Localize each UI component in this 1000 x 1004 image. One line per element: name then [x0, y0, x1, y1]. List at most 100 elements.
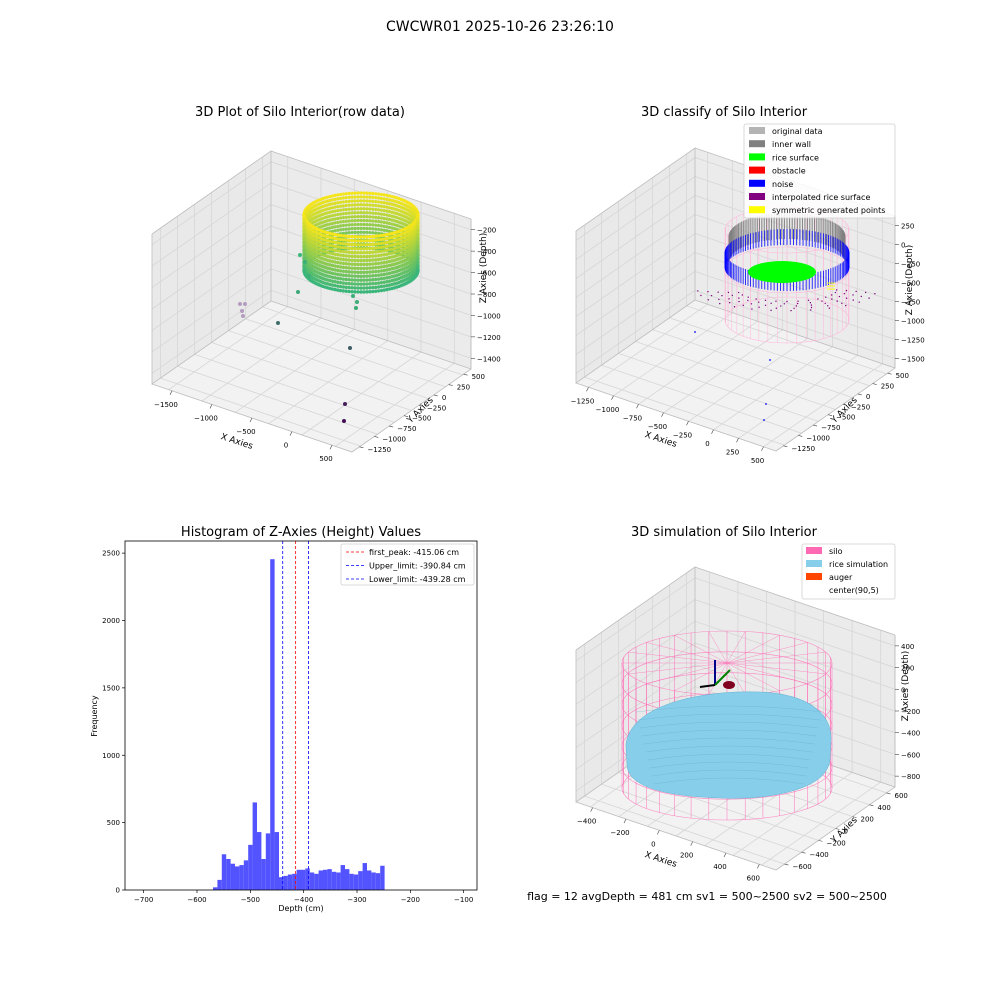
- raw-3d-point: [390, 255, 394, 259]
- raw-3d-point: [374, 262, 378, 266]
- raw-3d-point: [387, 251, 392, 256]
- raw-3d-point: [341, 212, 345, 216]
- raw-3d-points: [238, 191, 420, 423]
- raw-3d-point: [390, 247, 394, 251]
- simulation-3d-rice-mesh: [637, 713, 821, 721]
- raw-3d-point: [362, 203, 366, 207]
- classify-3d-title: 3D classify of Silo Interior: [641, 105, 808, 120]
- simulation-3d-silo-spoke: [646, 642, 728, 664]
- classify-3d-interp-point: [810, 304, 813, 306]
- raw-3d-point: [356, 278, 360, 282]
- raw-3d-point: [365, 266, 369, 271]
- raw-3d-point: [387, 210, 392, 214]
- raw-3d-point: [376, 265, 381, 270]
- raw-3d-point: [333, 252, 337, 256]
- raw-3d-point: [344, 223, 348, 227]
- raw-3d-point: [307, 274, 311, 278]
- histogram-bar: [261, 859, 266, 890]
- raw-3d-point: [374, 269, 378, 274]
- histogram-bar: [217, 879, 222, 890]
- raw-3d-point: [374, 281, 378, 286]
- raw-3d-point: [365, 270, 369, 274]
- raw-3d-xtick-mark: [289, 431, 293, 436]
- raw-3d-point: [362, 254, 366, 259]
- histogram-xtick-label: −600: [187, 896, 206, 904]
- raw-3d-point: [344, 262, 348, 266]
- raw-3d-point: [382, 197, 386, 201]
- raw-3d-point: [336, 228, 340, 232]
- classify-3d-ytick-mark: [798, 435, 803, 437]
- histogram-legend-label: Lower_limit: -439.28 cm: [369, 575, 466, 584]
- raw-3d-point: [356, 215, 360, 219]
- histogram-bar: [327, 869, 332, 890]
- classify-3d-interp-point: [786, 300, 788, 303]
- raw-3d-point: [359, 274, 363, 278]
- classify-3d-interp-point: [855, 290, 857, 293]
- raw-3d-point: [354, 306, 358, 310]
- simulation-3d-ytick-mark: [818, 840, 823, 842]
- raw-3d-point: [362, 243, 366, 247]
- classify-3d-interp-point: [868, 297, 870, 299]
- raw-3d-point: [344, 273, 348, 278]
- raw-3d-point: [344, 192, 348, 196]
- classify-3d-interp-point: [797, 300, 799, 302]
- classify-3d-interp-point: [727, 291, 730, 294]
- raw-3d-point: [376, 253, 381, 258]
- classify-3d-interp-point: [858, 301, 860, 303]
- raw-3d-point: [374, 246, 378, 250]
- status-line: flag = 12 avgDepth = 481 cm sv1 = 500~25…: [527, 890, 887, 903]
- raw-3d-point: [302, 232, 306, 237]
- raw-3d-point: [359, 195, 363, 199]
- raw-3d-point: [368, 227, 372, 231]
- raw-3d-point: [344, 196, 348, 200]
- raw-3d-point: [353, 222, 357, 227]
- raw-3d-ztick-label: −600: [477, 270, 496, 278]
- raw-3d-point: [344, 285, 348, 290]
- classify-3d-interp-point: [831, 298, 833, 300]
- classify-3d-legend-label: rice surface: [772, 153, 819, 162]
- raw-3d-point: [374, 265, 378, 270]
- raw-3d-point: [336, 260, 340, 265]
- classify-3d-xtick-mark: [611, 395, 614, 400]
- histogram-bar: [270, 559, 275, 890]
- raw-3d-point: [302, 264, 306, 268]
- raw-3d-point: [347, 281, 351, 286]
- raw-3d-point: [379, 208, 384, 212]
- raw-3d-point: [382, 253, 386, 257]
- raw-3d-point: [328, 198, 332, 203]
- raw-3d-point: [379, 212, 384, 216]
- classify-3d-ztick-label: −750: [901, 299, 920, 307]
- raw-3d-point: [371, 266, 375, 270]
- classify-3d-interp-point: [810, 309, 812, 311]
- raw-3d-point: [353, 262, 357, 267]
- raw-3d-point: [368, 246, 372, 251]
- raw-3d-point: [333, 197, 337, 201]
- histogram-title: Histogram of Z-Axies (Height) Values: [181, 525, 421, 540]
- raw-3d-point: [336, 233, 340, 237]
- classify-3d-interp-point: [775, 307, 778, 309]
- raw-3d-point: [338, 233, 343, 238]
- simulation-3d-xtick-mark: [623, 818, 627, 824]
- classify-3d-ticks: −1250−1000−750−500−25002505005002500−250…: [571, 223, 925, 465]
- classify-3d-legend-frame: [743, 123, 896, 219]
- raw-3d-point: [356, 254, 360, 259]
- raw-3d-point: [333, 240, 337, 245]
- classify-3d-interp-point: [755, 298, 757, 300]
- raw-3d-point: [374, 234, 378, 238]
- classify-3d-ztick-label: −1250: [901, 337, 925, 345]
- simulation-3d-silo-spoke: [726, 635, 780, 664]
- classify-3d-ytick-mark: [827, 414, 833, 416]
- raw-3d-point: [368, 274, 372, 278]
- classify-3d-interp-point: [874, 292, 876, 295]
- raw-3d-point: [336, 241, 340, 245]
- raw-3d-point: [374, 227, 378, 231]
- raw-3d-point: [336, 205, 340, 209]
- raw-3d-point: [379, 233, 384, 238]
- raw-3d-point: [368, 254, 372, 259]
- raw-3d-point: [359, 251, 363, 255]
- raw-3d-point: [344, 207, 348, 212]
- raw-3d-point: [350, 223, 354, 227]
- raw-3d-point: [374, 238, 378, 242]
- raw-3d-point: [365, 254, 369, 259]
- raw-3d-point: [302, 221, 306, 225]
